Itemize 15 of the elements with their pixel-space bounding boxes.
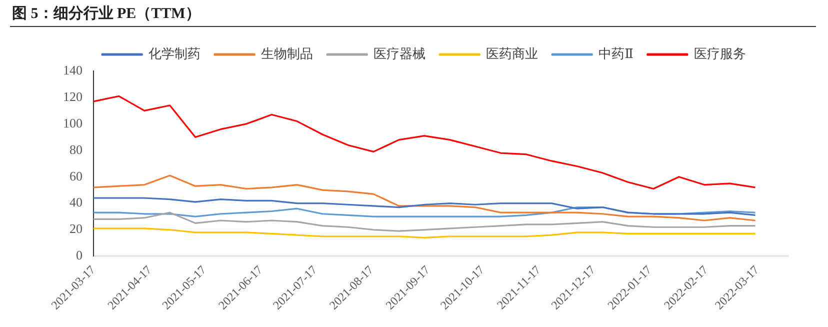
- y-tick-label: 100: [63, 115, 82, 130]
- y-tick-label: 40: [70, 194, 82, 210]
- y-tick-label: 0: [76, 248, 82, 263]
- legend-label: 医疗器械: [374, 46, 426, 61]
- y-tick-label: 140: [63, 62, 82, 78]
- y-tick-label: 60: [70, 168, 82, 184]
- y-tick-label: 80: [70, 142, 82, 157]
- y-tick-label: 20: [70, 221, 82, 236]
- legend-label: 医疗服务: [694, 46, 746, 61]
- legend-label: 医药商业: [486, 46, 538, 61]
- legend-label: 生物制品: [261, 46, 314, 61]
- chart-title: 图 5：细分行业 PE（TTM）: [12, 4, 200, 23]
- legend-label: 化学制药: [148, 46, 201, 61]
- legend-label: 中药Ⅱ: [598, 46, 634, 61]
- y-tick-label: 120: [63, 88, 82, 104]
